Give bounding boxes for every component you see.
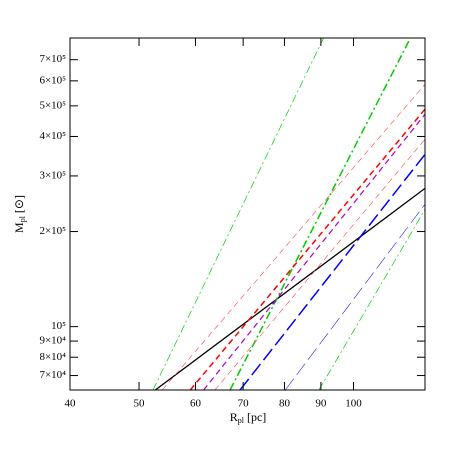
series-line [318, 209, 425, 390]
y-tick-label: 4×10⁵ [39, 130, 66, 142]
x-tick-label: 70 [238, 398, 250, 410]
series-line [284, 204, 425, 390]
x-tick-label: 40 [65, 398, 77, 410]
y-tick-label: 5×10⁵ [39, 99, 66, 111]
series-line [162, 84, 425, 390]
x-tick-label: 100 [345, 398, 362, 410]
x-tick-label: 90 [315, 398, 327, 410]
x-axis-title: Rpl [pc] [230, 410, 267, 425]
y-tick-label: 8×10⁴ [39, 351, 66, 363]
series-line [189, 108, 425, 390]
plot-lines [152, 38, 425, 390]
series-line [154, 187, 425, 390]
x-tick-label: 50 [134, 398, 146, 410]
series-line [152, 38, 324, 390]
y-title-main: M [12, 222, 26, 233]
y-tick-label: 10⁵ [51, 320, 66, 332]
x-tick-label: 80 [279, 398, 291, 410]
plot-frame [69, 37, 426, 391]
x-title-sub: pl [238, 416, 245, 425]
y-title-sub: pl [18, 215, 27, 222]
y-tick-label: 3×10⁵ [39, 169, 66, 181]
y-tick-label: 7×10⁴ [39, 369, 66, 381]
x-title-unit: [pc] [247, 410, 266, 424]
x-title-main: R [230, 410, 238, 424]
y-tick-label: 6×10⁵ [39, 74, 66, 86]
y-title-unit: [⊙] [12, 195, 26, 213]
series-line [229, 38, 412, 390]
series-line [203, 113, 425, 390]
series-line [214, 139, 425, 390]
y-axis-title: Mpl [⊙] [12, 195, 27, 233]
series-line [239, 153, 425, 390]
y-tick-label: 7×10⁵ [39, 53, 66, 65]
x-tick-label: 60 [190, 398, 202, 410]
y-tick-label: 9×10⁴ [39, 335, 66, 347]
y-tick-label: 2×10⁵ [39, 225, 66, 237]
